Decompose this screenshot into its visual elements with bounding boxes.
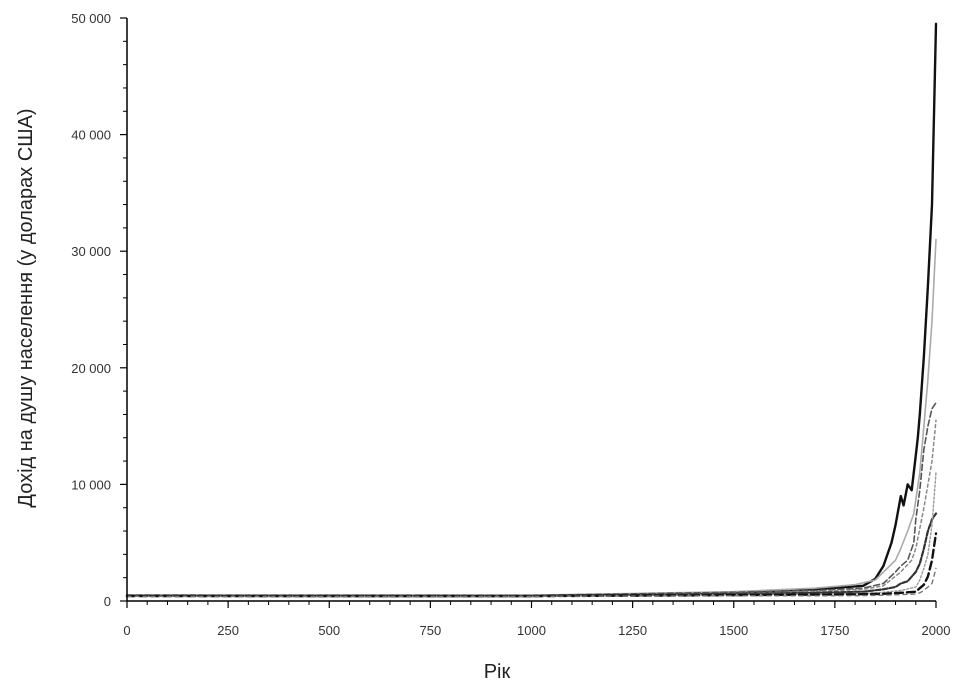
- x-tick-label: 500: [318, 623, 340, 638]
- y-tick-label: 0: [104, 594, 111, 609]
- series-line-1: [125, 22, 938, 598]
- y-axis-title: Дохід на душу населення (у доларах США): [15, 108, 37, 507]
- x-tick-label: 250: [217, 623, 239, 638]
- series-line-2: [126, 238, 937, 596]
- y-tick-label: 40 000: [71, 128, 111, 143]
- series-line-7: [125, 532, 938, 598]
- x-tick-label: 1750: [820, 623, 849, 638]
- x-tick-label: 1250: [618, 623, 647, 638]
- series-line-4: [126, 419, 937, 597]
- x-tick-label: 0: [123, 623, 130, 638]
- y-tick-label: 50 000: [71, 11, 111, 26]
- x-tick-label: 2000: [922, 623, 951, 638]
- series-line-3: [126, 402, 937, 597]
- axes: 0 250 500 750 1000 1250 1500 1750 2000 0 10 000 20 …: [71, 11, 950, 638]
- x-tick-label: 1500: [719, 623, 748, 638]
- series-line-5: [125, 512, 938, 597]
- series-lines: [125, 22, 938, 598]
- y-tick-label: 30 000: [71, 244, 111, 259]
- series-line-8: [126, 567, 937, 597]
- y-tick-label: 20 000: [71, 361, 111, 376]
- x-axis-title: Рік: [484, 661, 511, 683]
- x-tick-label: 750: [420, 623, 442, 638]
- series-line-6: [126, 472, 937, 597]
- y-tick-label: 10 000: [71, 477, 111, 492]
- x-tick-label: 1000: [517, 623, 546, 638]
